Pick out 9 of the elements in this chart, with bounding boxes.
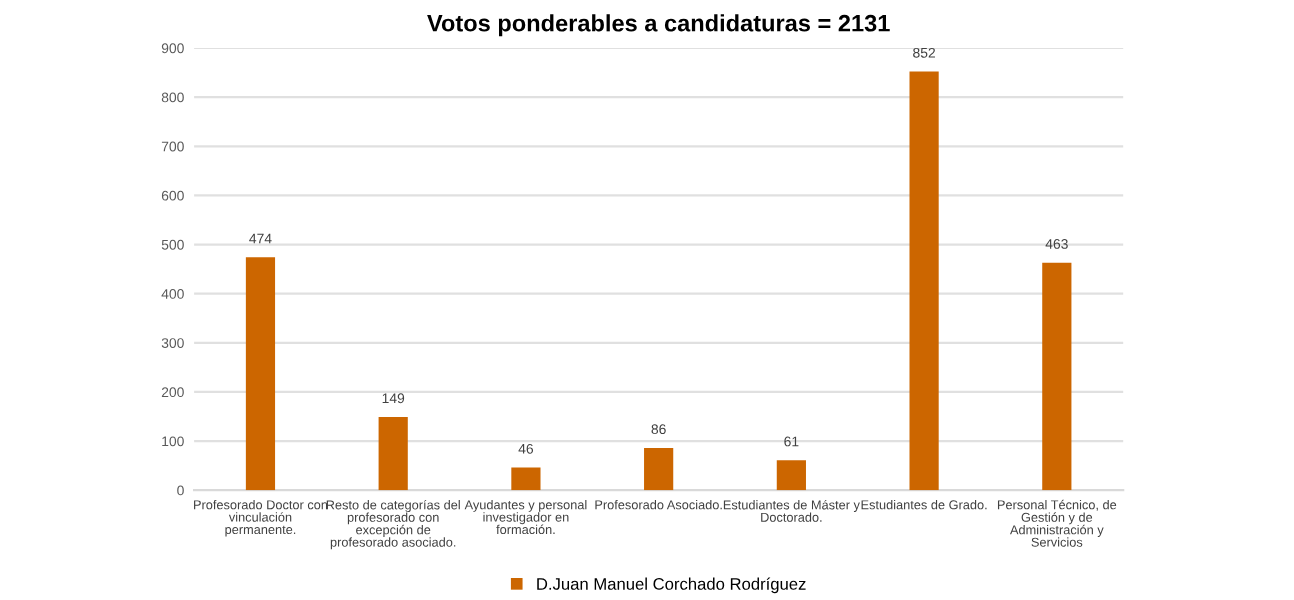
bar <box>1042 262 1072 491</box>
bar <box>511 467 541 491</box>
bar <box>245 257 276 491</box>
bar <box>776 460 806 491</box>
bar <box>378 416 408 491</box>
legend-label: D.Juan Manuel Corchado Rodríguez <box>537 577 806 594</box>
chart-title: Votos ponderables a candidaturas = 2131 <box>427 14 890 37</box>
bar <box>644 447 674 491</box>
bar <box>909 71 939 491</box>
